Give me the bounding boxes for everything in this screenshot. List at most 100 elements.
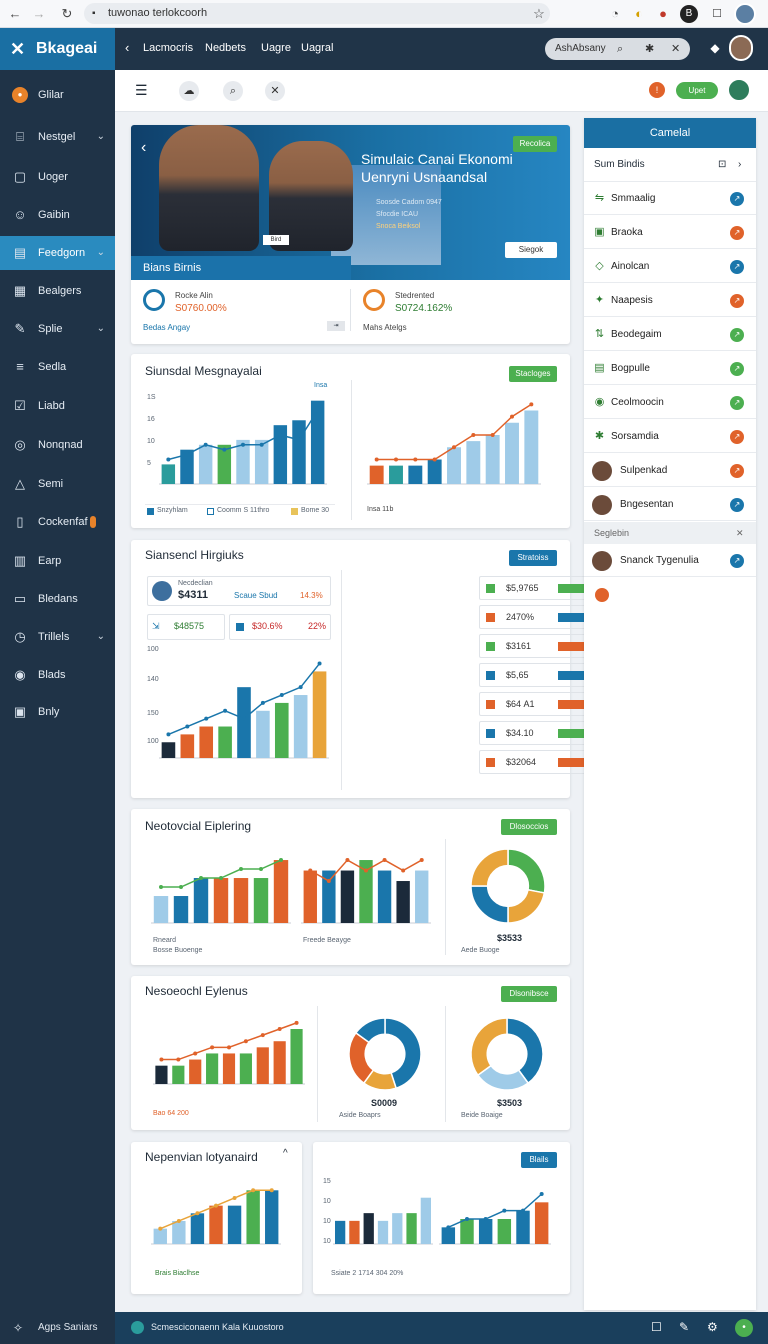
account-pill[interactable]: AshAbsany ⌕ ✱ ✕ — [545, 38, 690, 60]
sidebar-item[interactable]: △ Semi — [0, 467, 115, 501]
kpi-tile[interactable]: $30.6% 22% — [229, 614, 331, 640]
sidebar-footer[interactable]: ✧ Agps Saniars — [0, 1312, 115, 1344]
bug-icon[interactable]: ✱ — [645, 43, 655, 55]
cloud-icon[interactable]: ☁ — [179, 81, 199, 101]
sidebar-item[interactable]: ⌸ Nestgel ⌄ — [0, 120, 115, 154]
user-avatar[interactable] — [729, 35, 753, 61]
user-avatar[interactable] — [727, 78, 751, 102]
edit-icon[interactable]: ✎ — [679, 1320, 690, 1334]
sidebar-item[interactable]: ▥ Earp — [0, 544, 115, 578]
sidebar-item[interactable]: ▤ Feedgorn ⌄ — [0, 236, 115, 270]
arrow-icon[interactable]: ↗ — [730, 554, 744, 568]
arrow-icon[interactable]: ↗ — [730, 328, 744, 342]
arrow-icon[interactable]: ↗ — [730, 464, 744, 478]
panel-item[interactable]: Snanck Tygenulia ↗ — [584, 544, 756, 577]
add-icon[interactable] — [595, 588, 609, 602]
top-link-4[interactable]: Uagral — [301, 42, 334, 54]
chevron-down-icon[interactable]: ⌄ — [96, 631, 105, 642]
line-point — [214, 1203, 218, 1208]
star-icon[interactable]: ☆ — [533, 6, 545, 21]
chevron-down-icon[interactable]: ⌄ — [96, 131, 105, 142]
close-icon[interactable]: ✕ — [736, 528, 744, 538]
arrow-icon[interactable]: ↗ — [730, 362, 744, 376]
card-action-button[interactable]: Blails — [521, 1152, 557, 1168]
close-icon[interactable]: ✕ — [671, 43, 681, 55]
panel-item[interactable]: ▣ Braoka ↗ — [584, 216, 756, 249]
arrow-icon[interactable]: ↗ — [730, 260, 744, 274]
chevron-left-icon[interactable]: ‹ — [141, 139, 147, 156]
panel-item[interactable]: ⇋ Smmaalig ↗ — [584, 182, 756, 215]
extension-icon[interactable]: ◐ — [635, 6, 643, 21]
menu-icon[interactable]: ☰ — [135, 82, 148, 98]
arrow-icon[interactable]: ↗ — [730, 396, 744, 410]
avatar[interactable] — [734, 3, 756, 25]
sidebar-item[interactable]: ≡ Sedla — [0, 350, 115, 384]
apps-icon[interactable]: ◆ — [710, 41, 720, 55]
expand-icon[interactable]: ⇥ — [327, 321, 345, 331]
address-bar[interactable]: ▪ tuwonao terlokcoorh — [84, 3, 550, 24]
panel-header[interactable]: Sum Bindis ⊡ › — [584, 148, 756, 182]
arrow-icon[interactable]: ↗ — [730, 226, 744, 240]
search-icon[interactable]: ⌕ — [223, 81, 243, 101]
chevron-down-icon[interactable]: ⌄ — [96, 323, 105, 334]
reload-icon[interactable]: ↻ — [61, 6, 73, 21]
account-pill-label: AshAbsany — [555, 43, 606, 54]
sidebar-item[interactable]: ▭ Bledans — [0, 582, 115, 616]
sidebar-item[interactable]: ● Glilar — [0, 78, 115, 112]
window-icon[interactable]: ☐ — [651, 1320, 662, 1334]
panel-item[interactable]: ✱ Sorsamdia ↗ — [584, 420, 756, 453]
sidebar-item[interactable]: ▯ Cockenfaf — [0, 505, 115, 539]
card-action-button[interactable]: Stratoiss — [509, 550, 557, 566]
panel-item[interactable]: ◇ Ainolcan ↗ — [584, 250, 756, 283]
card-action-button[interactable]: Stacloges — [509, 366, 557, 382]
kpi-tile[interactable]: Necdeclian $4311 Scaue Sbud 14.3% — [147, 576, 331, 606]
alert-icon[interactable]: ! — [649, 82, 665, 98]
chevron-left-icon[interactable]: ‹ — [125, 40, 130, 55]
top-link-1[interactable]: Lacmocris — [143, 42, 194, 54]
back-icon[interactable]: ← — [8, 6, 22, 21]
sidebar-item[interactable]: ☺ Gaibin — [0, 198, 115, 232]
panel-item[interactable]: ◉ Ceolmoocin ↗ — [584, 386, 756, 419]
hero-badge[interactable]: Recolica — [513, 136, 557, 152]
card-action-button[interactable]: Dlsonibsce — [501, 986, 557, 1002]
brand[interactable]: ✕ Bkageai — [0, 28, 115, 70]
top-link-3[interactable]: Uagre — [261, 42, 291, 54]
panel-item[interactable]: Sulpenkad ↗ — [584, 454, 756, 487]
arrow-icon[interactable]: ↗ — [730, 430, 744, 444]
kpi-tile[interactable]: ⇲ $48575 — [147, 614, 225, 640]
hero-button[interactable]: Siegok — [505, 242, 557, 258]
chevron-right-icon[interactable]: › — [738, 159, 742, 170]
chevron-down-icon[interactable]: ⌄ — [96, 247, 105, 258]
settings-icon[interactable]: ⚙ — [707, 1320, 718, 1334]
sidebar-item[interactable]: ◉ Blads — [0, 658, 115, 692]
forward-icon[interactable]: → — [32, 6, 46, 21]
sidebar-item[interactable]: ✎ Splie ⌄ — [0, 312, 115, 346]
arrow-icon[interactable]: ↗ — [730, 192, 744, 206]
avatar — [592, 551, 612, 571]
top-link-2[interactable]: Nedbets — [205, 42, 246, 54]
folder-icon[interactable]: ⊡ — [718, 159, 727, 170]
panel-item[interactable]: ▤ Bogpulle ↗ — [584, 352, 756, 385]
profile-icon[interactable]: B — [680, 5, 698, 23]
sidebar-item[interactable]: ☑ Liabd — [0, 389, 115, 423]
extension-icon[interactable]: ● — [659, 6, 667, 21]
panel-item[interactable]: Bngesentan ↗ — [584, 488, 756, 521]
sidebar-item[interactable]: ◎ Nonqnad — [0, 428, 115, 462]
sidebar-item[interactable]: ◷ Trillels ⌄ — [0, 620, 115, 654]
window-icon[interactable]: ☐ — [712, 8, 722, 20]
status-toggle[interactable]: Upet — [676, 82, 718, 99]
sidebar-item[interactable]: ▦ Bealgers — [0, 274, 115, 308]
close-icon[interactable]: ✕ — [265, 81, 285, 101]
search-icon[interactable]: ⌕ — [617, 43, 624, 55]
sidebar-item[interactable]: ▣ Bnly — [0, 695, 115, 729]
arrow-icon[interactable]: ↗ — [730, 294, 744, 308]
user-icon[interactable]: • — [735, 1319, 753, 1337]
chevron-up-icon[interactable]: ^ — [283, 1148, 288, 1159]
arrow-icon[interactable]: ↗ — [730, 498, 744, 512]
line-point — [176, 1218, 181, 1223]
panel-item[interactable]: ⇅ Beodegaim ↗ — [584, 318, 756, 351]
sidebar-item[interactable]: ▢ Uoger — [0, 160, 115, 194]
timer-icon[interactable]: ◔ — [611, 6, 619, 21]
card-action-button[interactable]: Dlosoccios — [501, 819, 557, 835]
panel-item[interactable]: ✦ Naapesis ↗ — [584, 284, 756, 317]
